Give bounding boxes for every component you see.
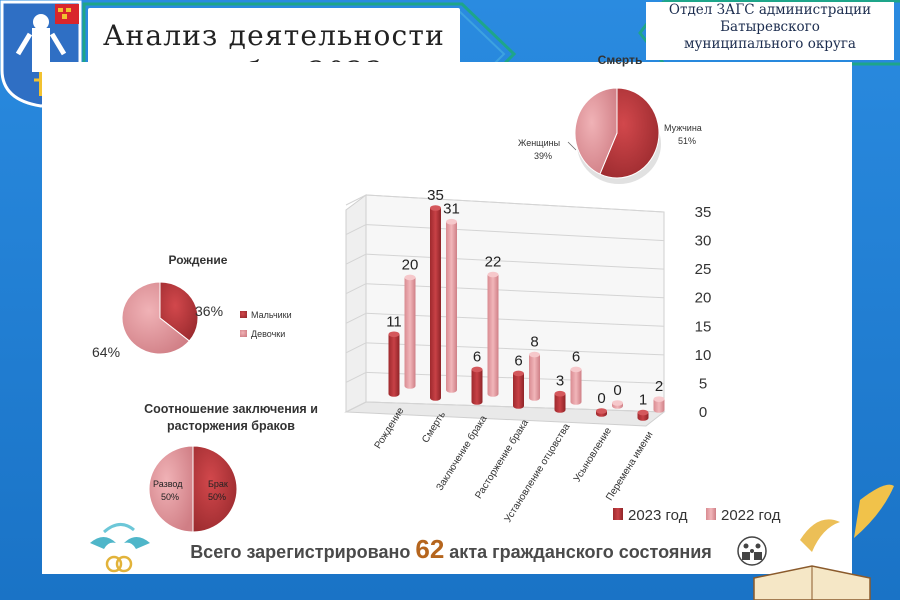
bar-2022	[404, 277, 416, 386]
death-pie-value-female: 39%	[534, 151, 552, 161]
birth-pie-value-girls: 64%	[92, 344, 120, 360]
bar-value-label: 6	[473, 348, 481, 365]
bar-top	[446, 218, 457, 225]
death-pie-title: Смерть	[598, 53, 643, 67]
y-tick-label: 35	[695, 204, 712, 221]
org-box: Отдел ЗАГС администрации Батыревского му…	[646, 2, 894, 60]
pie-slice	[121, 281, 191, 355]
marriage-pie-value-divorce: 50%	[161, 492, 179, 502]
bar-value-label: 31	[443, 201, 460, 218]
bar-2023	[388, 334, 400, 394]
x-category-label: Перемена имени	[604, 430, 655, 503]
death-pie-label-male: Мужчина	[664, 123, 702, 133]
title-line-1: Анализ деятельности	[103, 19, 445, 52]
bar-value-label: 0	[613, 382, 621, 399]
summary-count: 62	[415, 534, 445, 564]
bar-chart-y-axis: 0 5 10 15 20 25 30 35	[695, 204, 712, 421]
bar-value-label: 2	[655, 378, 663, 395]
y-tick-label: 30	[695, 233, 712, 250]
bar-2022	[446, 221, 457, 390]
death-pie-label-female: Женщины	[518, 138, 560, 148]
marriage-pie-chart: Соотношение заключения и расторжения бра…	[144, 402, 318, 533]
bar-2022	[653, 399, 665, 410]
bar-2022	[529, 354, 540, 398]
org-line-2: Батыревского	[720, 19, 820, 35]
birth-legend-swatch-boys	[240, 311, 247, 318]
birth-pie-chart: Рождение 36% 64% Мальчики Девочки	[92, 253, 292, 360]
bar-2022	[487, 274, 499, 394]
summary-suffix: акта гражданского состояния	[449, 542, 712, 562]
y-tick-label: 20	[695, 290, 712, 307]
doves-rings-icon	[90, 523, 150, 573]
bar-chart-legend: 2023 год 2022 год	[613, 507, 781, 524]
org-line-3: муниципального округа	[684, 36, 856, 52]
death-pie-chart: Смерть Мужчина 51% Женщины 39%	[518, 53, 702, 184]
bar-top	[612, 400, 623, 406]
y-tick-label: 25	[695, 261, 712, 278]
bar-top	[596, 408, 607, 414]
legend-swatch-2023	[613, 508, 623, 520]
death-pie-value-male: 51%	[678, 136, 696, 146]
y-tick-label: 0	[699, 404, 707, 421]
total-summary: Всего зарегистрировано 62 акта гражданск…	[166, 534, 736, 565]
bar-value-label: 0	[597, 390, 605, 407]
bar-2023	[554, 393, 566, 410]
summary-prefix: Всего зарегистрировано	[190, 542, 411, 562]
legend-label-2022: 2022 год	[721, 507, 781, 524]
marriage-pie-value-marriage: 50%	[208, 492, 226, 502]
bar-value-label: 6	[572, 348, 580, 365]
marriage-pie-label-divorce: Развод	[153, 479, 183, 489]
birth-legend-boys: Мальчики	[251, 310, 292, 320]
bar-2023	[513, 373, 524, 406]
bar-top	[570, 366, 582, 373]
bar-top	[404, 274, 416, 281]
family-icon	[737, 536, 767, 566]
pie-slice	[599, 87, 660, 179]
birth-pie-title: Рождение	[169, 253, 228, 267]
bar-value-label: 6	[514, 352, 522, 369]
marriage-pie-title-2: расторжения браков	[167, 419, 295, 433]
bar-2023	[430, 208, 441, 398]
bar-top	[388, 331, 400, 338]
pie-slice	[192, 445, 238, 533]
x-category-label: Усыновление	[572, 425, 614, 484]
y-tick-label: 5	[699, 375, 707, 392]
bar-value-label: 11	[386, 313, 402, 330]
org-name: Отдел ЗАГС администрации Батыревского му…	[646, 2, 894, 53]
bar-top	[513, 370, 524, 377]
bar-top	[471, 366, 483, 373]
marriage-pie-title-1: Соотношение заключения и	[144, 402, 318, 416]
bar-value-label: 20	[402, 256, 419, 273]
legend-swatch-2022	[706, 508, 716, 520]
legend-label-2023: 2023 год	[628, 507, 688, 524]
pie-slice	[574, 87, 618, 175]
bar-value-label: 1	[639, 392, 647, 409]
bar-chart-gridlines	[345, 194, 665, 413]
birth-legend-girls: Девочки	[251, 329, 285, 339]
birth-pie-value-boys: 36%	[195, 303, 223, 319]
bar-top	[529, 351, 540, 358]
bar-2022	[570, 369, 582, 402]
birth-legend-swatch-girls	[240, 330, 247, 337]
pie-slice	[148, 445, 194, 533]
y-tick-label: 10	[695, 347, 712, 364]
bar-value-label: 22	[485, 254, 502, 271]
bar-value-label: 8	[530, 334, 538, 351]
book-quill-icon	[753, 484, 894, 600]
bar-value-label: 35	[427, 187, 444, 204]
bar-top	[653, 396, 665, 402]
bar-value-label: 3	[556, 373, 564, 390]
marriage-pie-label-marriage: Брак	[208, 479, 228, 489]
bar-top	[637, 409, 649, 416]
bar-top	[487, 271, 499, 278]
y-tick-label: 15	[695, 318, 712, 335]
bar-top	[554, 390, 566, 397]
bar-top	[430, 205, 441, 211]
bar-2023	[471, 369, 483, 402]
pie-slice	[159, 281, 199, 342]
org-line-1: Отдел ЗАГС администрации	[668, 2, 872, 18]
